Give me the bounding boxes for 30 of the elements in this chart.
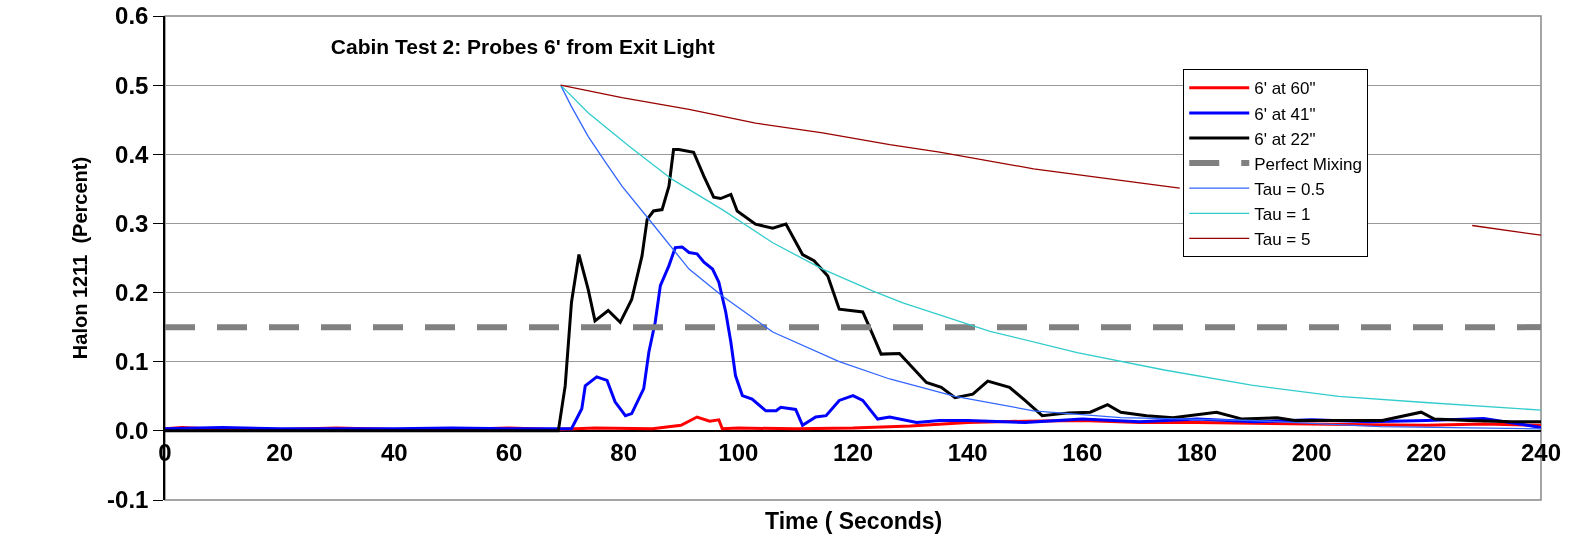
y-tick-label: 0.4 xyxy=(115,140,150,168)
x-tick-label: 240 xyxy=(1520,438,1562,466)
legend-label: 6' at 60" xyxy=(1254,79,1316,99)
x-tick-label: 220 xyxy=(1406,438,1447,466)
text: Cabin Test 2: Probes 6' from Exit Light xyxy=(330,34,715,58)
y-tick-label: 0.6 xyxy=(115,2,149,30)
x-tick-label: 60 xyxy=(495,438,523,466)
y-tick-label: 0.5 xyxy=(115,71,149,99)
legend-label: 6' at 41" xyxy=(1254,104,1316,124)
y-tick-label: 0.3 xyxy=(115,209,149,237)
x-tick-label: 200 xyxy=(1291,438,1332,466)
legend-label: Tau = 5 xyxy=(1254,230,1311,250)
y-tick-label: 0.0 xyxy=(115,417,149,445)
x-tick-label: 40 xyxy=(380,438,408,466)
x-axis-title: Time ( Seconds) xyxy=(765,508,943,534)
legend-label: Tau = 1 xyxy=(1254,204,1311,224)
y-tick-label: -0.1 xyxy=(107,486,149,514)
x-tick-label: 80 xyxy=(610,438,638,466)
legend-label: 6' at 22" xyxy=(1254,129,1316,149)
y-tick-label: 0.1 xyxy=(115,348,149,376)
legend-label: Perfect Mixing xyxy=(1254,154,1362,174)
legend-label: Tau = 0.5 xyxy=(1254,179,1325,199)
x-tick-label: 160 xyxy=(1062,438,1103,466)
y-axis-title: Halon 1211 (Percent) xyxy=(69,156,92,360)
x-tick-label: 20 xyxy=(266,438,294,466)
y-tick-label: 0.2 xyxy=(115,278,149,306)
x-tick-label: 120 xyxy=(832,438,874,466)
x-tick-label: 140 xyxy=(947,438,988,466)
x-tick-label: 180 xyxy=(1176,438,1218,466)
x-tick-label: 100 xyxy=(718,438,759,466)
